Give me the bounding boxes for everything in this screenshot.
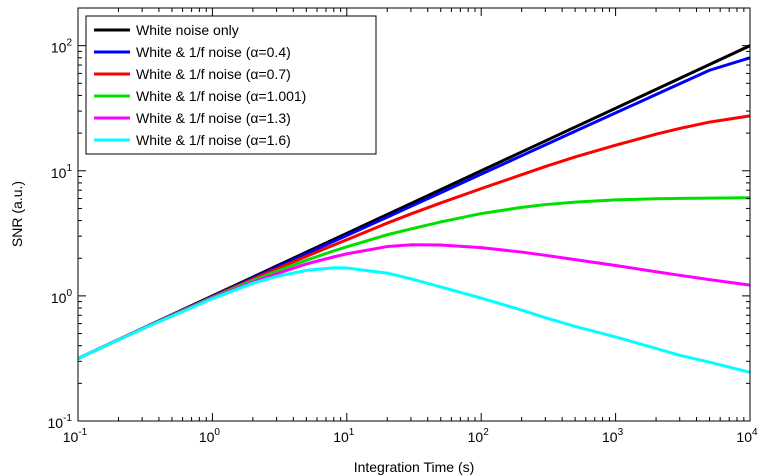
legend-label-0: White noise only: [136, 22, 239, 38]
legend-label-1: White & 1/f noise (α=0.4): [136, 44, 291, 60]
y-tick-label: 100: [51, 288, 73, 306]
x-tick-label: 101: [333, 427, 355, 445]
x-tick-label: 100: [199, 427, 221, 445]
series-line-3: [78, 196, 750, 360]
y-tick-label: 10-1: [48, 413, 73, 431]
plot-frame: [77, 7, 751, 422]
x-axis-label: Integration Time (s): [354, 459, 475, 475]
legend-label-4: White & 1/f noise (α=1.3): [136, 110, 291, 126]
y-tick-label: 102: [51, 38, 73, 56]
x-tick-label: 10-1: [63, 427, 88, 445]
tick-layer: [77, 7, 751, 422]
legend-box: [85, 15, 377, 155]
legend: White noise only White & 1/f noise (α=0.4…: [85, 15, 377, 155]
series-layer: [78, 44, 750, 374]
series-line-5: [78, 266, 750, 374]
y-tick-label: 101: [51, 163, 73, 181]
legend-label-3: White & 1/f noise (α=1.001): [136, 88, 306, 104]
x-tick-label: 103: [602, 427, 624, 445]
legend-label-2: White & 1/f noise (α=0.7): [136, 66, 291, 82]
legend-label-5: White & 1/f noise (α=1.6): [136, 132, 291, 148]
tick-label-layer: 10-1 100 101 102 103 104 10-1 100 101 102: [48, 38, 758, 445]
x-tick-label: 104: [736, 427, 758, 445]
x-tick-label: 102: [468, 427, 490, 445]
y-axis-label: SNR (a.u.): [9, 181, 25, 247]
